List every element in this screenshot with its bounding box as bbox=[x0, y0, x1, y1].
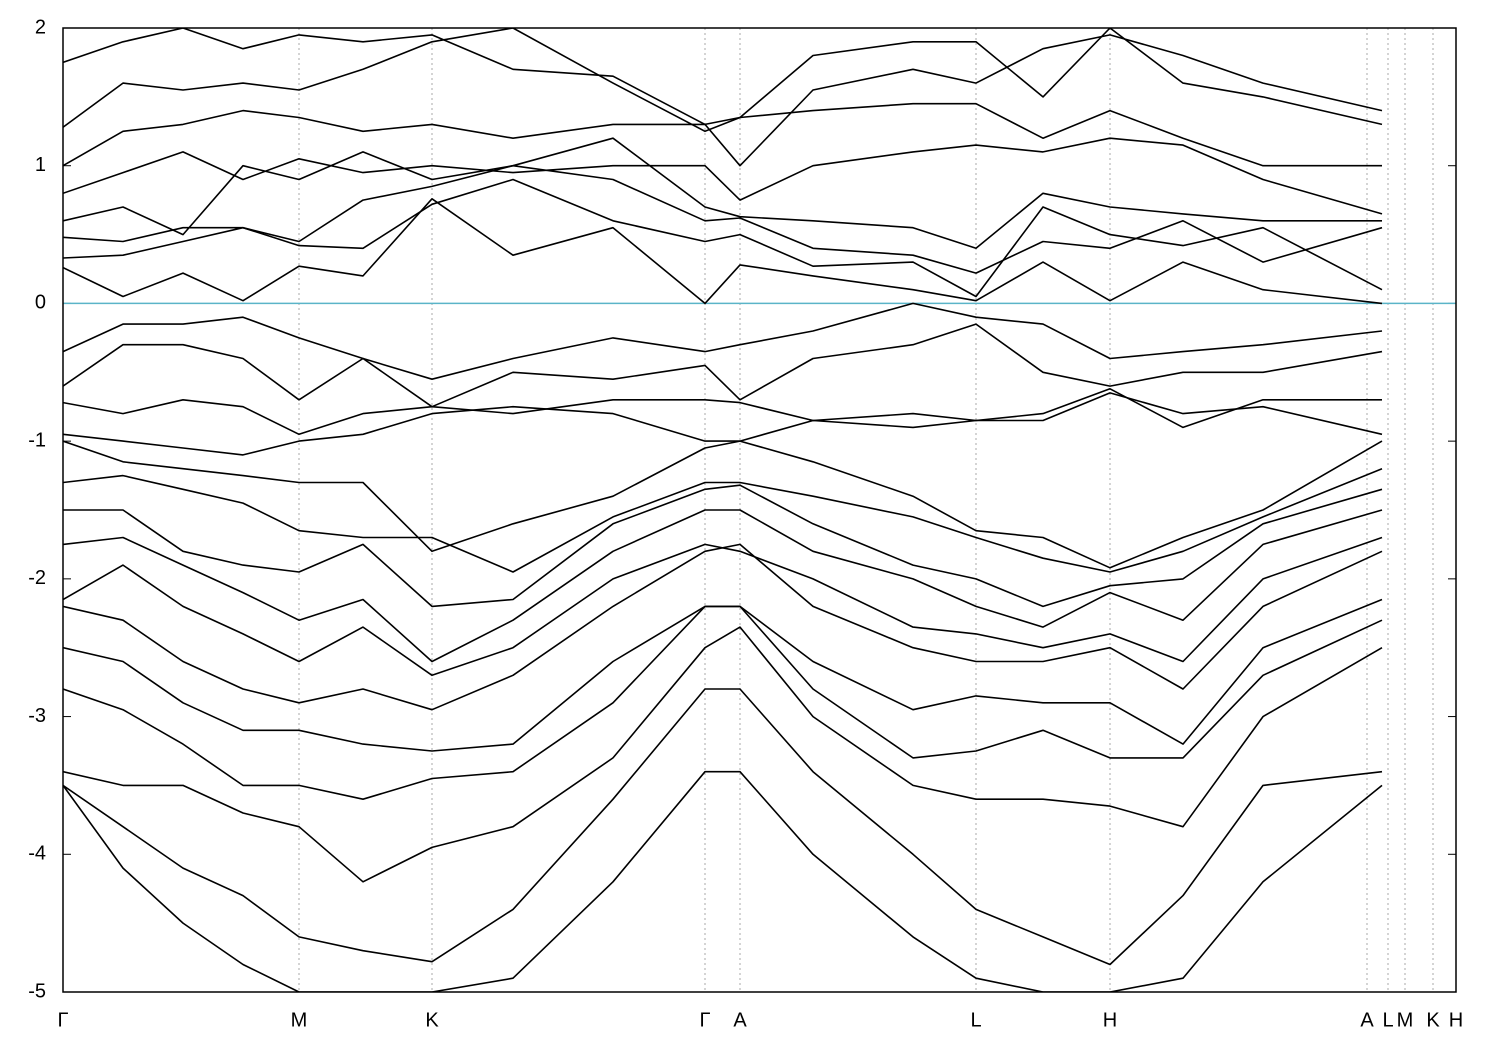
band-line bbox=[63, 598, 1383, 752]
y-tick-label: -5 bbox=[28, 980, 46, 1002]
x-tick-label: A bbox=[733, 1009, 747, 1031]
plot-frame bbox=[62, 27, 1457, 993]
band-line bbox=[63, 536, 1383, 677]
band-line bbox=[63, 28, 1383, 133]
band-line bbox=[63, 770, 1383, 992]
band-line bbox=[63, 198, 1383, 305]
band-line bbox=[63, 392, 1383, 456]
x-tick-label: K bbox=[1426, 1009, 1440, 1031]
band-line bbox=[63, 484, 1383, 608]
bands bbox=[63, 28, 1383, 992]
band-line bbox=[63, 440, 1383, 569]
band-line bbox=[63, 605, 1383, 800]
band-line bbox=[63, 688, 1383, 966]
y-tick-label: 0 bbox=[35, 292, 46, 314]
x-tick-label: H bbox=[1103, 1009, 1117, 1031]
band-line bbox=[63, 388, 1382, 436]
band-line bbox=[63, 137, 1382, 250]
x-tick-label: M bbox=[291, 1009, 308, 1031]
y-tick-label: 1 bbox=[35, 154, 46, 176]
band-line bbox=[63, 467, 1383, 573]
y-tick-label: -4 bbox=[28, 843, 46, 865]
band-line bbox=[63, 323, 1383, 408]
band-line bbox=[63, 626, 1383, 883]
band-line bbox=[63, 102, 1382, 167]
x-tick-label: M bbox=[1397, 1009, 1414, 1031]
band-line bbox=[63, 28, 1383, 167]
x-tick-label: K bbox=[425, 1009, 439, 1031]
band-line bbox=[63, 137, 1383, 215]
y-tick-label: 2 bbox=[35, 16, 46, 38]
x-tick-label: Γ bbox=[57, 1009, 68, 1031]
band-line bbox=[63, 509, 1383, 663]
x-tick-label: Γ bbox=[699, 1009, 710, 1031]
band-line bbox=[63, 302, 1383, 380]
band-line bbox=[63, 543, 1383, 711]
x-tick-label: H bbox=[1449, 1009, 1463, 1031]
band-line bbox=[63, 164, 1383, 274]
y-tick-label: -3 bbox=[28, 705, 46, 727]
x-tick-label: A bbox=[1360, 1009, 1374, 1031]
x-tick-label: L bbox=[1382, 1009, 1393, 1031]
band-line bbox=[63, 178, 1383, 298]
y-tick-label: -2 bbox=[28, 567, 46, 589]
y-tick-label: -1 bbox=[28, 429, 46, 451]
x-tick-label: L bbox=[970, 1009, 981, 1031]
